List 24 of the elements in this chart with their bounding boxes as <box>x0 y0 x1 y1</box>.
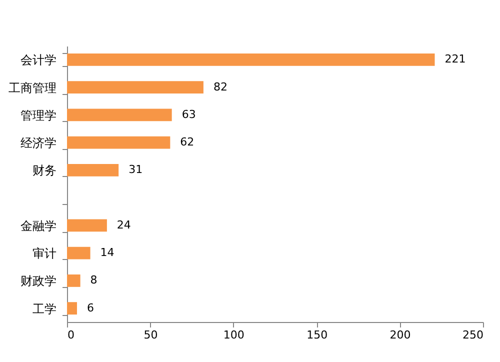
x-tick-label: 250 <box>462 328 484 342</box>
y-tick-label: 财政学 <box>20 274 56 288</box>
y-tick-label: 管理学 <box>20 108 56 122</box>
data-label: 24 <box>116 218 131 232</box>
data-label: 221 <box>444 52 466 66</box>
y-tick-label: 工商管理 <box>8 80 56 95</box>
data-label: 14 <box>100 246 114 260</box>
x-tick-label: 50 <box>144 328 158 342</box>
data-label: 8 <box>90 274 98 287</box>
data-label: 63 <box>182 108 196 121</box>
y-tick-label: 金融学 <box>20 218 56 233</box>
data-label: 62 <box>180 136 194 149</box>
y-tick-label: 工学 <box>32 302 56 316</box>
x-tick-label: 150 <box>306 328 328 342</box>
x-tick-label: 200 <box>390 328 411 342</box>
y-tick-label: 会计学 <box>20 53 56 68</box>
y-tick-label: 财务 <box>32 164 56 178</box>
y-tick-label: 审计 <box>32 246 56 261</box>
data-label: 82 <box>213 80 228 94</box>
data-label: 31 <box>128 163 143 176</box>
data-label: 6 <box>86 301 94 314</box>
x-tick-label: 0 <box>68 328 74 342</box>
y-tick-label: 经济学 <box>20 136 56 150</box>
x-tick-label: 100 <box>223 328 244 342</box>
